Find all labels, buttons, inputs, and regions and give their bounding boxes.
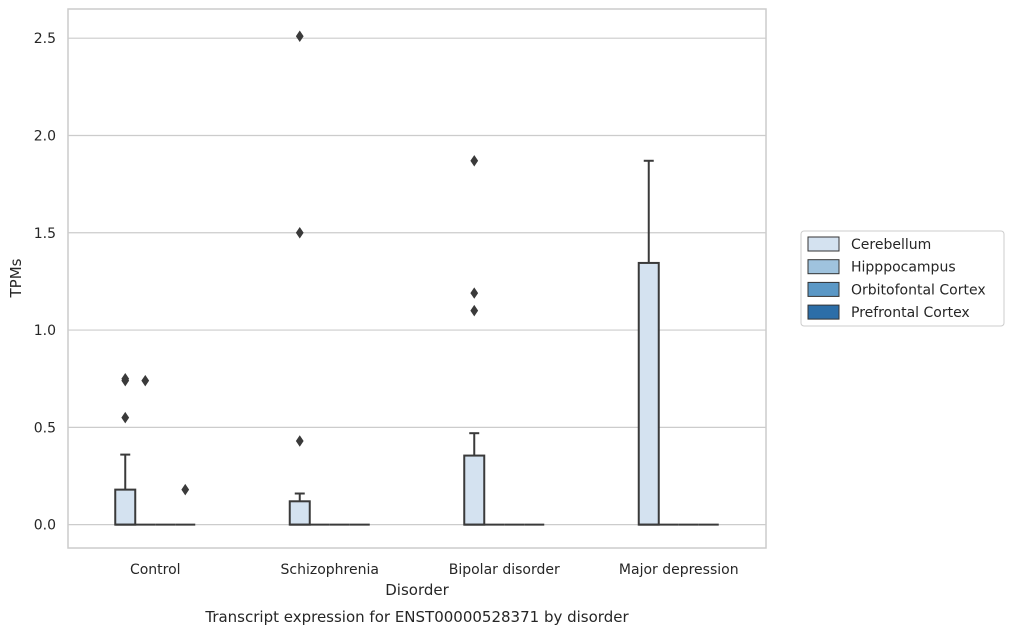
outlier-point [295,435,304,447]
box-body [463,454,486,526]
y-tick-label: 1.5 [34,226,56,242]
chart-caption: Transcript expression for ENST0000052837… [204,608,629,626]
legend-swatch [807,259,840,275]
outlier-point [141,374,150,387]
outlier-point [295,30,304,42]
box-group [175,483,196,526]
x-axis-title: Disorder [385,581,449,599]
box-body [637,261,660,526]
outlier-point [470,155,479,167]
y-tick-label: 2.0 [34,128,56,144]
legend-label: Hipppocampus [851,260,956,276]
y-axis-ticks: 0.0 0.5 1.0 1.5 2.0 2.5 [34,31,56,533]
legend: Cerebellum Hipppocampus Orbitofontal Corte… [800,230,1005,327]
legend-swatch [807,281,840,297]
y-tick-label: 2.5 [34,31,56,47]
x-tick-label: Bipolar disorder [449,562,560,578]
box-group [637,159,660,526]
legend-swatch [807,304,840,320]
legend-label: Prefrontal Cortex [851,305,970,321]
legend-label: Orbitofontal Cortex [851,282,986,298]
box-group [135,374,156,526]
box-body [288,500,311,526]
legend-swatch [807,236,840,252]
outlier-point [295,227,304,239]
plot-area-frame [67,8,767,549]
x-axis-ticks: Control Schizophrenia Bipolar disorder Majo… [130,562,739,578]
y-tick-label: 0.5 [34,420,56,436]
x-tick-label: Major depression [619,562,739,578]
outlier-point [470,287,479,299]
legend-items: Cerebellum Hipppocampus Orbitofontal Corte… [807,236,986,321]
legend-frame [800,230,1005,327]
box-series [114,30,719,526]
outlier-point [121,411,130,424]
y-tick-label: 0.0 [34,518,56,534]
outlier-point [121,372,130,385]
box-body [114,488,137,526]
outlier-point [181,483,190,496]
y-axis-title: TPMs [7,258,25,298]
box-group [114,372,137,526]
box-group [463,155,486,526]
y-tick-label: 1.0 [34,323,56,339]
box-group [288,30,311,526]
x-tick-label: Schizophrenia [281,562,379,578]
legend-label: Cerebellum [851,237,931,253]
x-tick-label: Control [130,562,181,578]
outlier-point [470,304,479,317]
